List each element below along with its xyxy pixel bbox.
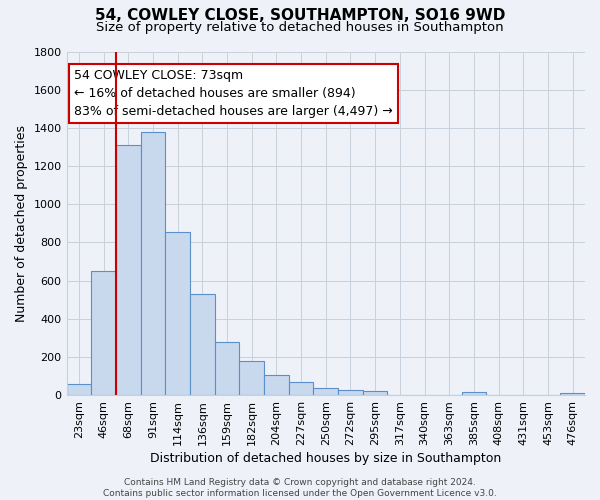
Bar	[91, 272, 116, 395]
Bar	[289, 382, 313, 395]
Bar	[116, 145, 140, 395]
Bar	[264, 375, 289, 395]
X-axis label: Distribution of detached houses by size in Southampton: Distribution of detached houses by size …	[150, 452, 502, 465]
Bar	[165, 232, 190, 395]
Bar	[338, 390, 363, 395]
Bar	[461, 392, 486, 395]
Bar	[363, 392, 388, 395]
Bar	[215, 342, 239, 395]
Bar	[140, 132, 165, 395]
Bar	[560, 393, 585, 395]
Text: 54, COWLEY CLOSE, SOUTHAMPTON, SO16 9WD: 54, COWLEY CLOSE, SOUTHAMPTON, SO16 9WD	[95, 8, 505, 22]
Text: Contains HM Land Registry data © Crown copyright and database right 2024.
Contai: Contains HM Land Registry data © Crown c…	[103, 478, 497, 498]
Text: 54 COWLEY CLOSE: 73sqm
← 16% of detached houses are smaller (894)
83% of semi-de: 54 COWLEY CLOSE: 73sqm ← 16% of detached…	[74, 68, 393, 117]
Bar	[239, 360, 264, 395]
Text: Size of property relative to detached houses in Southampton: Size of property relative to detached ho…	[96, 21, 504, 34]
Bar	[190, 294, 215, 395]
Bar	[67, 384, 91, 395]
Y-axis label: Number of detached properties: Number of detached properties	[15, 125, 28, 322]
Bar	[313, 388, 338, 395]
